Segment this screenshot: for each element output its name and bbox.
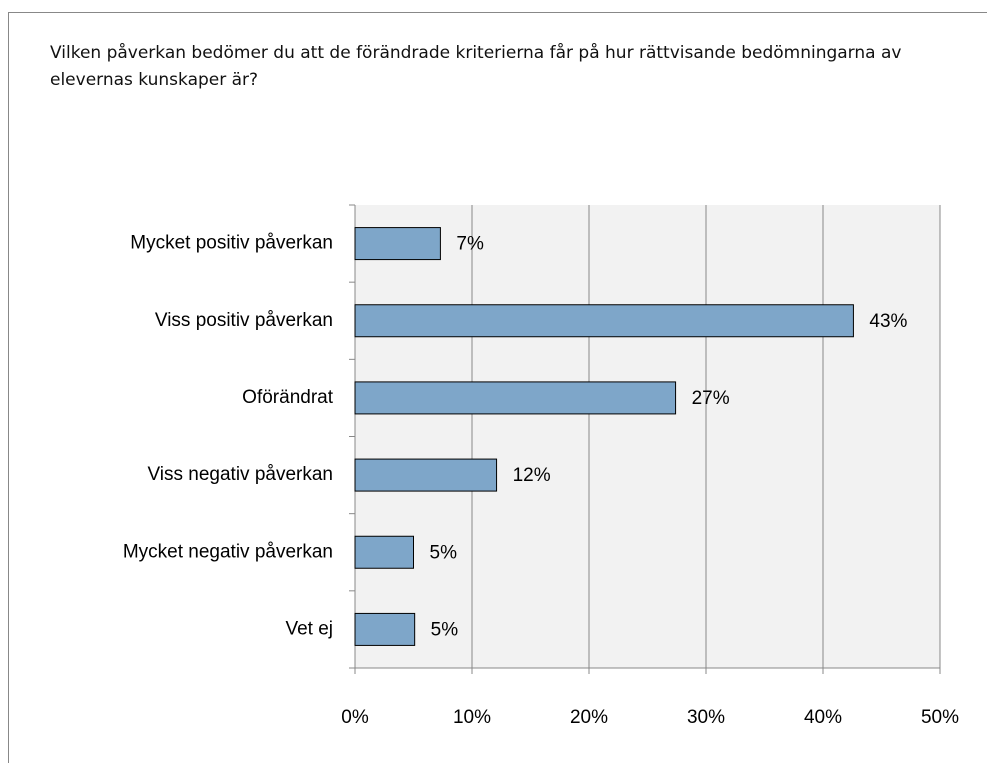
- bar: [354, 535, 414, 569]
- x-tick-label: 0%: [341, 707, 369, 728]
- bar: [354, 612, 416, 646]
- y-tick-label: Viss negativ påverkan: [147, 464, 333, 485]
- plot-area: [355, 205, 940, 668]
- chart-border: [8, 12, 987, 763]
- data-label: 27%: [692, 388, 730, 409]
- x-tick-label: 10%: [453, 707, 491, 728]
- data-label: 5%: [431, 619, 459, 640]
- bar: [354, 304, 854, 338]
- x-tick-label: 20%: [570, 707, 608, 728]
- data-label: 12%: [513, 465, 551, 486]
- y-tick-label: Mycket negativ påverkan: [123, 541, 333, 562]
- y-tick-label: Oförändrat: [242, 387, 334, 408]
- bar: [354, 227, 441, 261]
- data-label: 43%: [869, 311, 907, 332]
- y-tick-label: Viss positiv påverkan: [155, 310, 333, 331]
- x-tick-label: 30%: [687, 707, 725, 728]
- bar: [354, 381, 677, 415]
- data-label: 5%: [430, 542, 458, 563]
- bar: [354, 458, 498, 492]
- chart-title: Vilken påverkan bedömer du att de föränd…: [50, 43, 902, 90]
- data-label: 7%: [456, 234, 484, 255]
- x-tick-label: 50%: [921, 707, 959, 728]
- x-tick-label: 40%: [804, 707, 842, 728]
- y-tick-label: Mycket positiv påverkan: [130, 233, 333, 254]
- y-tick-label: Vet ej: [285, 618, 333, 639]
